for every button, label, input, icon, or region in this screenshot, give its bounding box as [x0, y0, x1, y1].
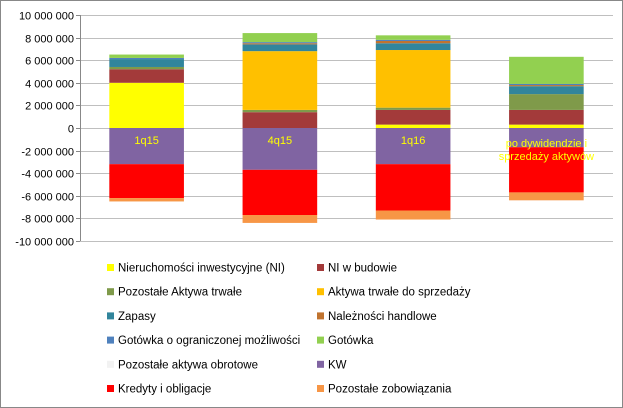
legend-swatch [107, 312, 114, 320]
bar-segment [375, 39, 451, 41]
legend-swatch [317, 336, 324, 344]
bar-segment [375, 164, 451, 211]
legend-label: Nieruchomości inwestycyjne (NI) [118, 263, 285, 275]
bar-category-label: 4q15 [268, 135, 292, 147]
legend-swatch [317, 264, 324, 271]
bar-segment [242, 42, 318, 44]
bar-segment [242, 128, 318, 170]
y-tick-label: -4 000 000 [21, 169, 74, 181]
bar-segment [509, 83, 584, 86]
legend-swatch [317, 360, 324, 368]
y-tick-label: -8 000 000 [21, 214, 74, 226]
y-tick-label: 0 [68, 124, 74, 136]
bar-segment [509, 147, 584, 193]
y-tick-label: 4 000 000 [25, 79, 74, 91]
bar-segment [375, 107, 451, 110]
bar-segment [109, 69, 184, 83]
legend-swatch [317, 385, 324, 392]
bar-segment [242, 169, 318, 216]
legend-label: KW [328, 359, 347, 371]
bar-segment [242, 43, 318, 45]
y-tick-label: 10 000 000 [19, 11, 74, 23]
bar-segment [109, 82, 184, 128]
legend-label: Pozostałe Aktywa trwałe [118, 287, 242, 299]
legend-label: Aktywa trwałe do sprzedaży [328, 287, 471, 299]
y-axis: 10 000 000 8 000 000 6 000 000 4 000 000 2 0… [15, 11, 81, 249]
y-tick-label: 2 000 000 [25, 101, 74, 113]
legend-label: Zapasy [118, 311, 156, 323]
bar-segment [509, 56, 584, 84]
bar-segment [109, 164, 184, 199]
bar-segment [242, 44, 318, 52]
bar-segment [375, 43, 451, 51]
bar-segment [109, 128, 184, 165]
legend-swatch [107, 336, 114, 344]
bar-segment [242, 109, 318, 113]
bar-segment [509, 192, 584, 201]
legend-label: Pozostałe aktywa obrotowe [118, 359, 258, 371]
y-tick-label: -10 000 000 [15, 237, 74, 249]
y-tick-label: 6 000 000 [25, 56, 74, 68]
bar-segment [375, 35, 451, 40]
bars [109, 33, 584, 223]
bar-segment [509, 94, 584, 110]
bar-segment [375, 109, 451, 125]
legend-swatch [107, 288, 114, 296]
legend-swatch [317, 288, 324, 296]
legend: Nieruchomości inwestycyjne (NI) NI w budo… [107, 263, 471, 396]
y-tick-label: -2 000 000 [21, 147, 74, 159]
bar-segment [509, 109, 584, 125]
bar-category-label: sprzedaży aktywów [499, 151, 594, 163]
y-tick-label: -6 000 000 [21, 192, 74, 204]
bar-segment [109, 59, 184, 67]
bar-segment [509, 124, 584, 128]
bar-category-label: po dywidendzie i [506, 138, 587, 150]
bar-segment [109, 198, 184, 202]
bar-segment [242, 215, 318, 223]
legend-label: Pozostałe zobowiązania [328, 384, 452, 396]
bar-segment [109, 66, 184, 70]
legend-label: Gotówka [328, 335, 374, 347]
bar-segment [375, 210, 451, 220]
bar-category-label: 1q15 [134, 135, 158, 147]
legend-swatch [317, 312, 324, 320]
legend-swatch [107, 360, 114, 368]
bar-segment [509, 86, 584, 95]
bar-segment [509, 128, 584, 148]
bar-segment [109, 57, 184, 60]
legend-swatch [107, 264, 114, 271]
bar-segment [509, 85, 584, 87]
bar-segment [375, 50, 451, 108]
bar-segment [375, 124, 451, 128]
bar-segment [242, 33, 318, 43]
legend-swatch [107, 385, 114, 392]
bar-segment [375, 40, 451, 44]
bar-segment [242, 112, 318, 128]
bar-category-label: 1q16 [401, 135, 425, 147]
y-tick-label: 8 000 000 [25, 34, 74, 46]
bar-segment [109, 54, 184, 58]
legend-label: Należności handlowe [328, 311, 437, 323]
bar-segment [375, 128, 451, 165]
legend-label: Kredyty i obligacje [118, 384, 211, 396]
legend-label: NI w budowie [328, 263, 397, 275]
bar-segment [242, 51, 318, 110]
legend-label: Gotówka o ograniczonej możliwości [118, 335, 300, 347]
